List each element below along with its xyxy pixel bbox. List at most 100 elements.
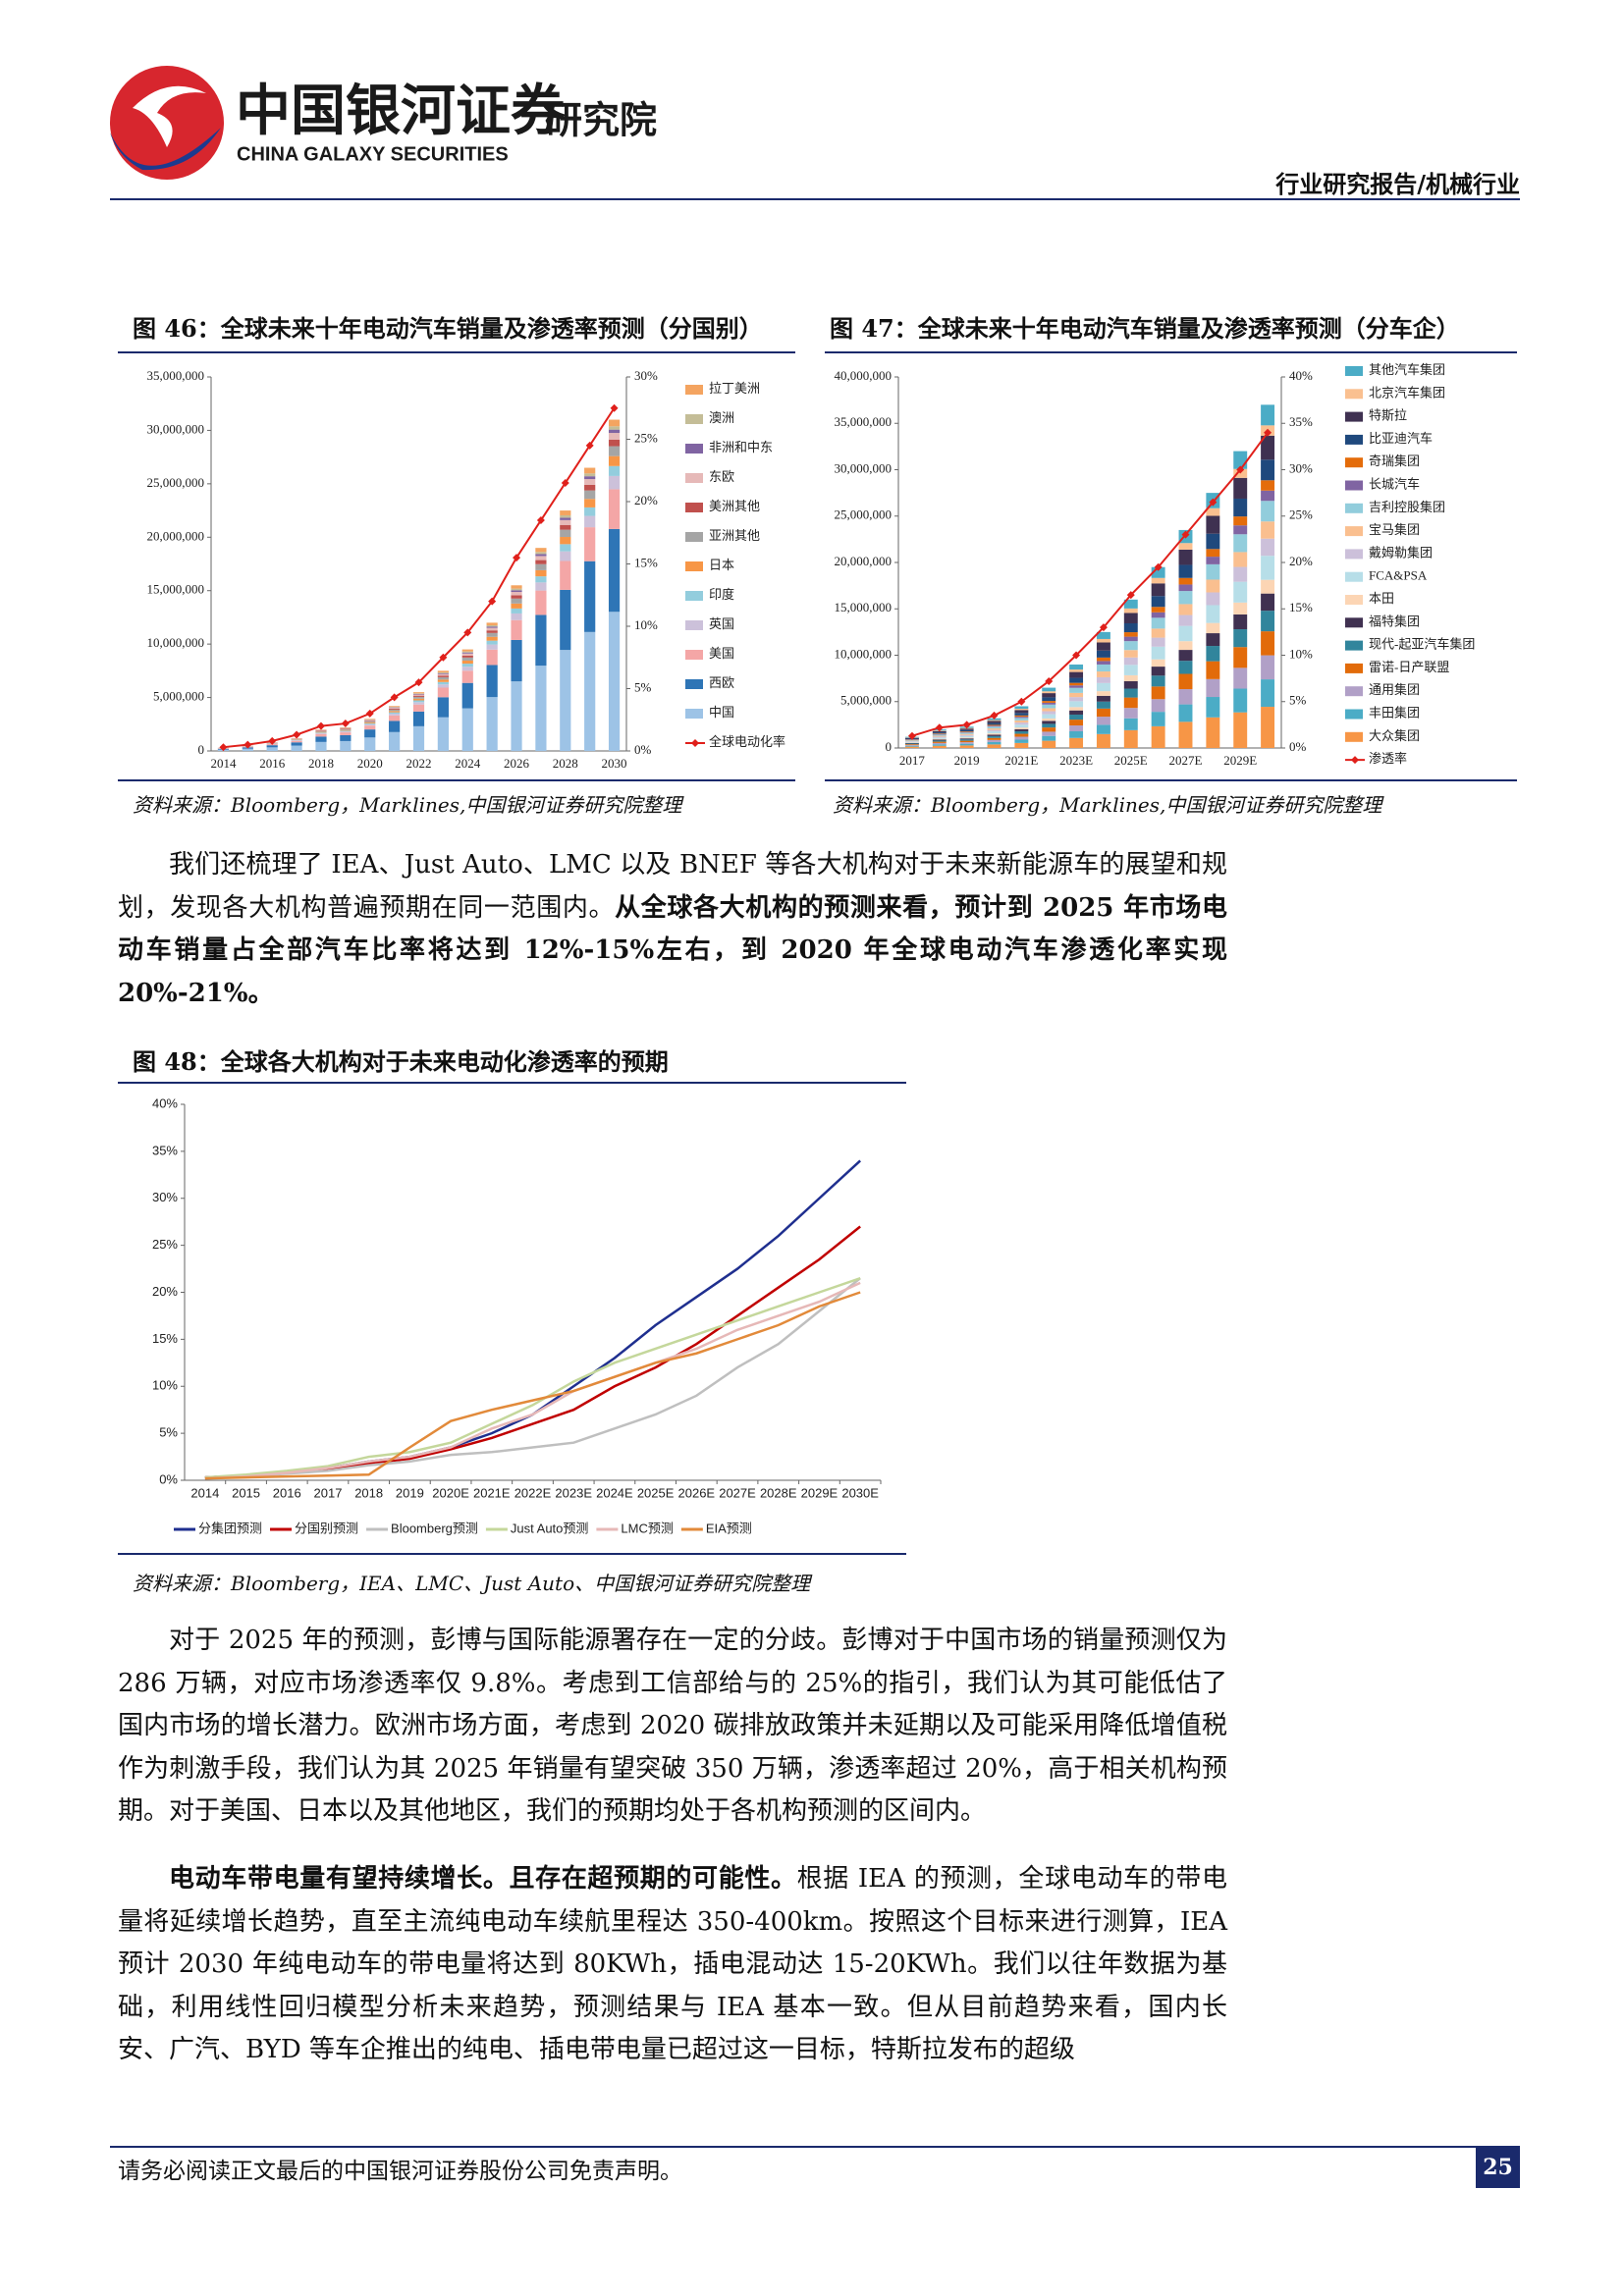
x-tick-label: 2026	[504, 756, 530, 771]
bar-segment	[1233, 712, 1248, 748]
y2-tick-label: 25%	[634, 430, 658, 445]
bar-segment	[1233, 688, 1248, 713]
bar-segment	[437, 670, 449, 672]
bar-segment	[904, 743, 919, 745]
line	[204, 1277, 861, 1479]
legend-label: 分国别预测	[295, 1521, 358, 1535]
bar-segment	[1206, 549, 1220, 558]
bar-segment	[486, 624, 498, 627]
bar-segment	[560, 650, 571, 751]
legend-label: 雷诺-日产联盟	[1369, 660, 1449, 674]
chart: 0% 5% 10% 15% 20% 25% 30% 35% 40% 2014 2015 2016 201…	[152, 1095, 882, 1535]
line-marker	[907, 731, 916, 740]
line-marker	[1072, 651, 1081, 660]
bar-segment	[1178, 584, 1193, 592]
bar-segment	[461, 708, 473, 751]
x-tick-label: 2027E	[1169, 753, 1203, 768]
bar-segment	[1069, 671, 1084, 678]
bar-segment	[1151, 646, 1165, 660]
y-tick-label: 5%	[159, 1425, 178, 1440]
bar-segment	[1261, 521, 1275, 539]
bar-segment	[560, 537, 571, 545]
bar-segment	[412, 693, 425, 695]
bar-segment	[1233, 477, 1248, 499]
bar-segment	[608, 426, 621, 430]
bar-segment	[1096, 682, 1110, 692]
bar-segment	[461, 667, 473, 671]
line-marker	[439, 653, 448, 662]
legend-label: 英国	[709, 616, 734, 631]
logo: 中国银河证券 CHINA GALAXY SECURITIES 研究院	[110, 66, 657, 180]
bar-segment	[1042, 691, 1056, 694]
bar-segment	[1233, 552, 1248, 567]
bar-segment	[959, 733, 974, 735]
bar-segment	[266, 745, 278, 748]
legend-label: 亚洲其他	[709, 528, 760, 543]
figure-rule	[118, 1082, 906, 1084]
bar-segment	[1123, 622, 1138, 633]
bar-segment	[291, 742, 302, 746]
bar-segment	[1014, 724, 1029, 728]
bar-segment	[608, 489, 621, 529]
bar-segment	[1042, 701, 1056, 703]
y-tick-label: 35,000,000	[835, 414, 893, 429]
paragraph: 我们还梳理了 IEA、Just Auto、LMC 以及 BNEF 等各大机构对于…	[118, 844, 1227, 1015]
x-tick-label: 2024E	[596, 1485, 633, 1500]
bar-segment	[461, 651, 473, 653]
logo-en: CHINA GALAXY SECURITIES	[237, 143, 509, 165]
bar-segment	[1069, 701, 1084, 708]
legend-swatch	[1345, 663, 1363, 673]
bar-segment	[1096, 671, 1110, 677]
bar-segment	[1123, 680, 1138, 689]
bar-segment	[364, 722, 376, 724]
legend-label: 澳洲	[709, 410, 734, 425]
legend-label: Just Auto预测	[511, 1521, 588, 1535]
bar-segment	[1069, 720, 1084, 726]
line	[204, 1276, 861, 1479]
bar-segment	[959, 728, 974, 730]
bar-segment	[932, 745, 947, 748]
x-tick-label: 2030E	[841, 1485, 879, 1500]
y-tick-label: 30%	[152, 1190, 178, 1204]
bar-segment	[1261, 631, 1275, 656]
source: 资料来源：Bloomberg，IEA、LMC、Just Auto、中国银河证券研…	[133, 1572, 811, 1595]
legend-swatch	[685, 650, 703, 660]
bar-segment	[1123, 729, 1138, 748]
x-tick-label: 2014	[190, 1485, 219, 1500]
bar-segment	[1206, 579, 1220, 593]
bar-segment	[389, 708, 401, 710]
bar-segment	[932, 732, 947, 734]
bar-segment	[1123, 632, 1138, 637]
bar-segment	[1042, 731, 1056, 736]
bar-segment	[266, 747, 278, 751]
bar-segment	[535, 563, 547, 570]
bar-segment	[1123, 608, 1138, 614]
line-marker	[935, 723, 944, 732]
bar-segment	[560, 510, 571, 515]
x-tick-label: 2014	[210, 756, 237, 771]
bar-segment	[584, 467, 596, 474]
legend-swatch	[1345, 457, 1363, 468]
bar-segment	[486, 636, 498, 641]
bar-segment	[1206, 605, 1220, 623]
y-tick-label: 25%	[152, 1237, 178, 1252]
bar-segment	[1042, 693, 1056, 698]
bar-segment	[1206, 507, 1220, 516]
y-tick-label: 30,000,000	[835, 460, 893, 475]
bar-segment	[1096, 642, 1110, 651]
legend-label: 丰田集团	[1369, 705, 1420, 720]
logo-swoosh	[110, 128, 221, 171]
line-marker	[316, 721, 325, 730]
bar-segment	[1042, 704, 1056, 709]
line-marker	[561, 478, 569, 487]
bar-segment	[1042, 714, 1056, 719]
bar-segment	[1014, 742, 1029, 748]
y-tick-label: 10,000,000	[835, 646, 893, 661]
bar-segment	[1178, 650, 1193, 662]
y-tick-label: 35%	[152, 1143, 178, 1157]
line-marker	[513, 554, 521, 562]
bar-segment	[904, 739, 919, 741]
bar-segment	[315, 732, 327, 734]
bar-segment	[987, 728, 1001, 730]
bar-segment	[904, 744, 919, 745]
